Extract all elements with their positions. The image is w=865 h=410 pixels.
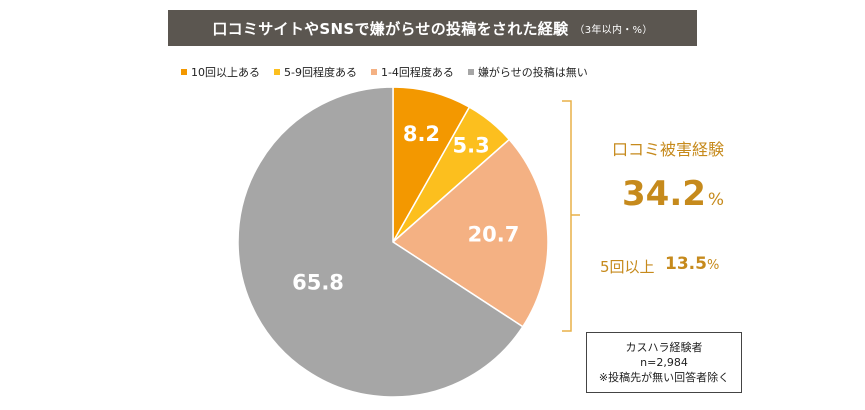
legend-swatch [274,69,280,75]
slice-none [237,86,524,398]
legend-item-none: 嫌がらせの投稿は無い [467,64,588,80]
callout-number: 34.2 [622,174,706,214]
legend-swatch [370,69,377,75]
sample-note-box: カスハラ経験者 n=2,984 ※投稿先が無い回答者除く [586,332,742,393]
slice-value-label: 20.7 [468,223,520,247]
legend-label: 嫌がらせの投稿は無い [477,66,588,79]
note-line-3: ※投稿先が無い回答者除く [598,371,730,384]
chart-subtitle: （3年以内・%） [574,24,653,36]
legend-swatch [181,69,187,75]
slice-value-label: 5.3 [453,134,490,158]
legend-item-10plus: 10回以上ある [181,64,260,80]
legend-item-5to9: 5-9回程度ある [274,64,357,80]
bracket-icon [562,100,580,332]
callout-unit: % [707,190,725,210]
legend-label: 10回以上ある [191,66,260,79]
legend-label: 1-4回程度ある [380,66,454,79]
callout-label: 口コミ被害経験 [612,140,725,159]
legend: 10回以上ある 5-9回程度ある 1-4回程度ある 嫌がらせの投稿は無い [181,64,588,80]
slice-1to4 [391,138,549,328]
note-line-2: n=2,984 [640,356,688,369]
note-line-1: カスハラ経験者 [625,341,703,354]
five-plus-value: 13.5% [665,254,719,274]
legend-item-1to4: 1-4回程度ある [370,64,454,80]
legend-swatch [467,69,474,75]
five-plus-number: 13.5 [665,254,707,274]
five-plus-unit: % [706,258,720,273]
slice-value-label: 8.2 [403,122,440,146]
chart-title-bar: 口コミサイトやSNSで嫌がらせの投稿をされた経験 （3年以内・%） [168,10,697,46]
chart-title: 口コミサイトやSNSで嫌がらせの投稿をされた経験 [212,19,569,38]
five-plus-label: 5回以上 [600,258,655,276]
slice-value-label: 65.8 [292,271,344,295]
legend-label: 5-9回程度ある [284,66,357,79]
callout-value: 34.2% [622,174,724,214]
